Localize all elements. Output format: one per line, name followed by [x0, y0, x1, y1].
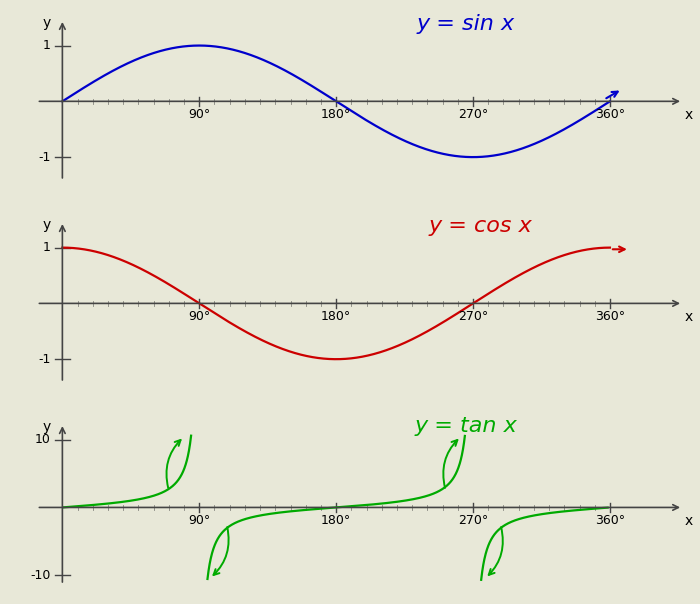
Text: 1: 1	[43, 39, 50, 52]
Text: 360°: 360°	[595, 108, 625, 121]
Text: 10: 10	[35, 433, 50, 446]
Text: 360°: 360°	[595, 514, 625, 527]
Text: 90°: 90°	[188, 108, 211, 121]
Text: 270°: 270°	[458, 514, 488, 527]
Text: -1: -1	[38, 150, 50, 164]
Text: y: y	[43, 16, 50, 30]
Text: 360°: 360°	[595, 310, 625, 323]
Text: 90°: 90°	[188, 514, 211, 527]
Text: 1: 1	[43, 241, 50, 254]
Text: 90°: 90°	[188, 310, 211, 323]
Text: x: x	[685, 515, 693, 528]
Text: y = cos x: y = cos x	[429, 216, 533, 236]
Text: x: x	[685, 108, 693, 123]
Text: 180°: 180°	[321, 108, 351, 121]
Text: y = sin x: y = sin x	[416, 14, 514, 34]
Text: 180°: 180°	[321, 514, 351, 527]
Text: 270°: 270°	[458, 108, 488, 121]
Text: y = tan x: y = tan x	[414, 416, 517, 436]
Text: 180°: 180°	[321, 310, 351, 323]
Text: 270°: 270°	[458, 310, 488, 323]
Text: y: y	[43, 217, 50, 232]
Text: y: y	[43, 420, 50, 434]
Text: -10: -10	[30, 568, 50, 582]
Text: x: x	[685, 310, 693, 324]
Text: -1: -1	[38, 353, 50, 365]
